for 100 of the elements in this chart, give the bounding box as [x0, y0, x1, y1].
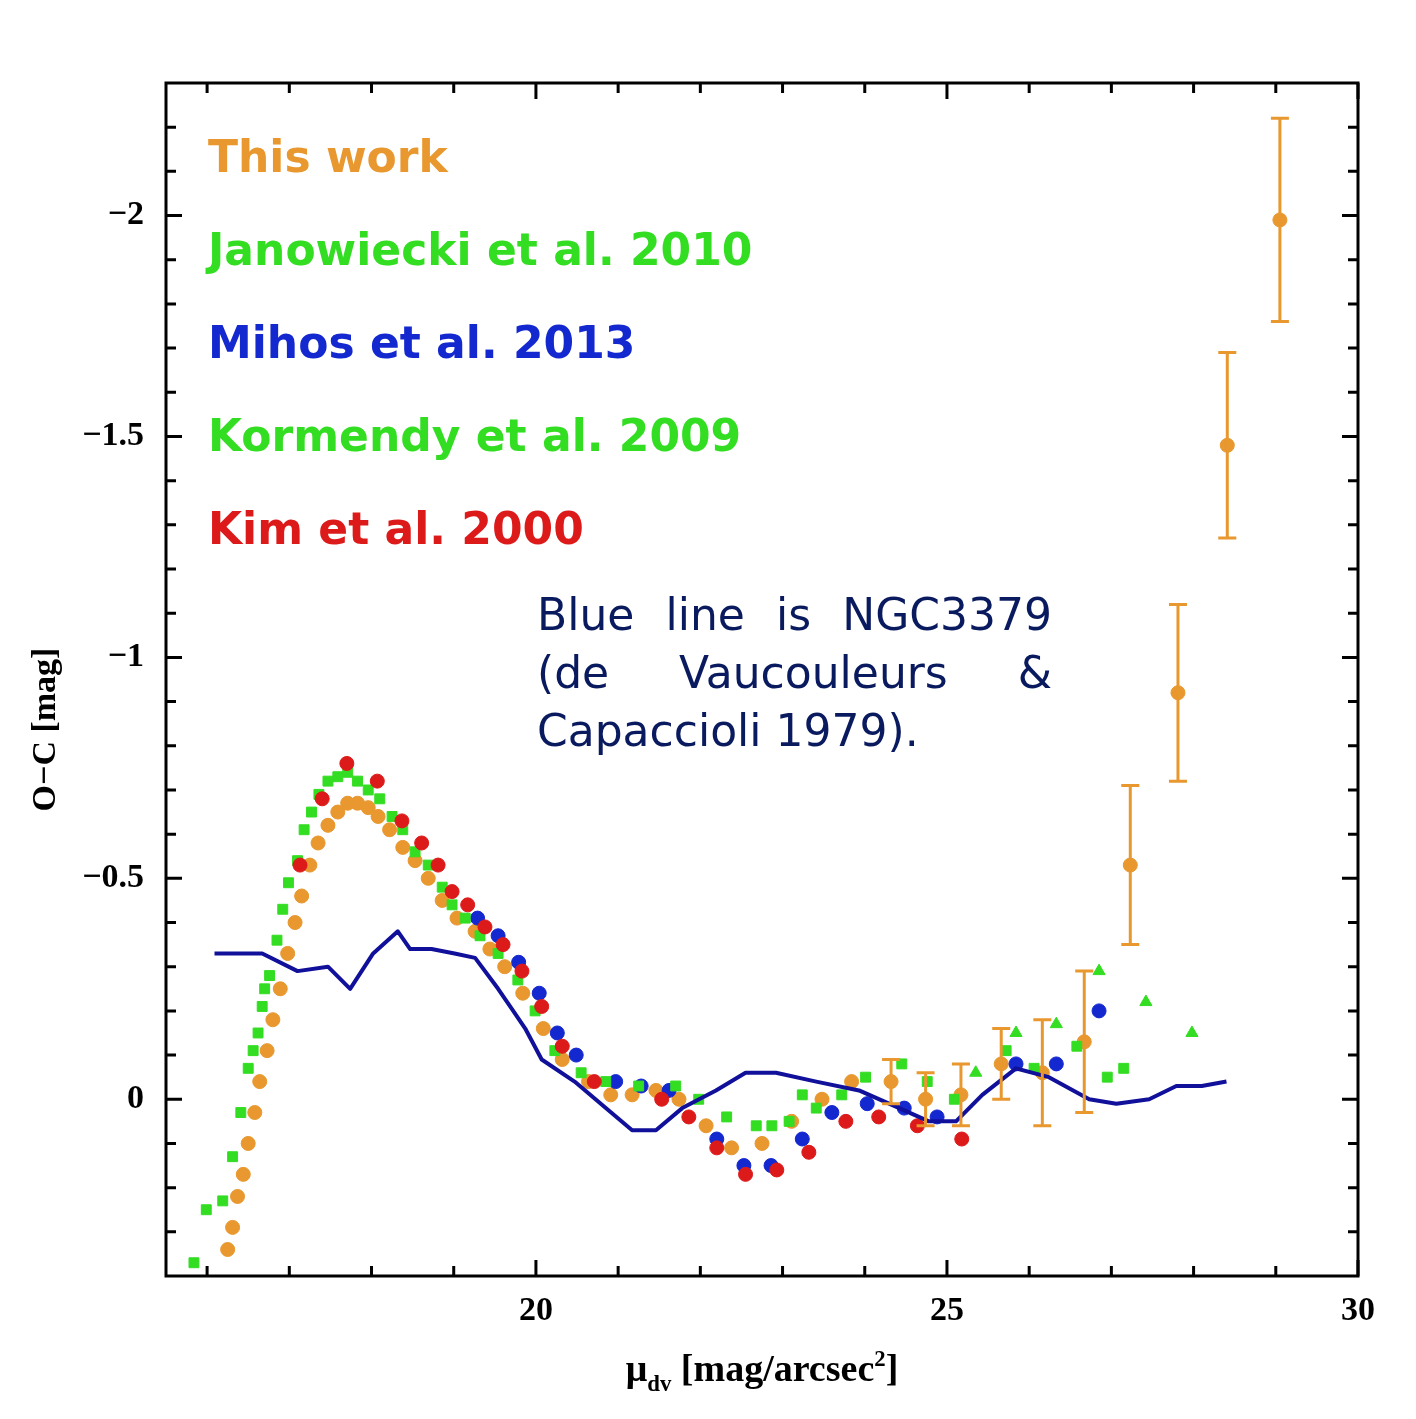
- point: [430, 857, 446, 873]
- point: [1049, 1016, 1063, 1029]
- point: [252, 1074, 268, 1090]
- point: [395, 839, 411, 855]
- annotation: Blue line is NGC3379 (de Vaucouleurs & Capaccioli 1979).: [537, 588, 1052, 758]
- point: [320, 817, 336, 833]
- point: [314, 791, 330, 807]
- point: [369, 773, 385, 789]
- point: [280, 945, 296, 961]
- point: [554, 1051, 570, 1067]
- point: [310, 835, 326, 851]
- point: [414, 835, 430, 851]
- point: [838, 1113, 854, 1129]
- point: [394, 813, 410, 829]
- point: [322, 775, 334, 787]
- point: [252, 1027, 264, 1039]
- point: [859, 1096, 875, 1112]
- point: [603, 1087, 619, 1103]
- point: [948, 1093, 960, 1105]
- point: [954, 1131, 970, 1147]
- point: [1048, 1056, 1064, 1072]
- y-tick-label: −0.5: [82, 857, 144, 895]
- point: [217, 1195, 229, 1207]
- point: [374, 793, 386, 805]
- point: [608, 1074, 624, 1090]
- point: [554, 1038, 570, 1054]
- point: [769, 1162, 785, 1178]
- point: [575, 1067, 587, 1079]
- point: [1092, 963, 1106, 976]
- text: Janowiecki et al. 2010: [205, 224, 753, 276]
- point: [724, 1140, 740, 1156]
- point: [1091, 1003, 1107, 1019]
- point: [654, 1091, 670, 1107]
- point: [225, 1219, 241, 1235]
- point: [600, 1076, 612, 1088]
- point: [420, 870, 436, 886]
- point: [497, 959, 513, 975]
- point: [294, 888, 310, 904]
- point: [586, 1074, 602, 1090]
- point: [460, 897, 476, 913]
- point: [200, 1204, 212, 1216]
- point: [446, 899, 458, 911]
- y-tick-label: −2: [107, 194, 144, 232]
- point: [871, 1109, 887, 1125]
- point: [247, 1105, 263, 1121]
- point: [1185, 1025, 1199, 1037]
- point: [306, 806, 317, 818]
- point: [272, 981, 288, 997]
- point: [535, 1021, 551, 1037]
- point: [271, 934, 283, 946]
- point: [220, 1241, 236, 1257]
- point: [1101, 1071, 1113, 1083]
- x-tick-label: 25: [929, 1289, 964, 1327]
- point: [860, 1071, 872, 1083]
- point: [1009, 1025, 1023, 1037]
- point: [794, 1131, 810, 1147]
- point: [681, 1109, 697, 1125]
- point: [836, 1089, 848, 1101]
- point: [444, 884, 460, 900]
- point: [738, 1166, 754, 1182]
- point: [459, 912, 471, 924]
- point: [240, 1135, 256, 1151]
- point: [298, 824, 310, 836]
- point: [370, 808, 386, 824]
- text: Kormendy et al. 2009: [208, 410, 742, 462]
- point: [230, 1188, 246, 1204]
- point: [242, 1062, 254, 1074]
- point: [549, 1025, 565, 1041]
- point: [534, 998, 550, 1014]
- point: [750, 1120, 762, 1132]
- point: [495, 937, 511, 953]
- text: This work: [208, 131, 450, 183]
- point: [188, 1257, 200, 1269]
- point: [531, 985, 547, 1001]
- point: [721, 1111, 733, 1123]
- point: [292, 857, 308, 873]
- point: [352, 775, 363, 787]
- y-axis-title: O−C [mag]: [25, 647, 62, 812]
- point: [796, 1089, 808, 1101]
- point: [287, 915, 303, 931]
- point: [515, 985, 531, 1001]
- point: [362, 784, 374, 796]
- point: [477, 919, 493, 935]
- point: [247, 1045, 259, 1057]
- point: [256, 1001, 268, 1012]
- y-tick-label: −1: [107, 636, 144, 674]
- point: [969, 1065, 983, 1077]
- y-tick-label: 0: [127, 1078, 144, 1116]
- point: [259, 983, 271, 995]
- point: [783, 1115, 795, 1127]
- point: [670, 1080, 682, 1092]
- point: [1118, 1062, 1130, 1074]
- point: [264, 970, 276, 981]
- point: [227, 1151, 239, 1163]
- point: [330, 804, 346, 820]
- point: [698, 1118, 714, 1134]
- point: [265, 1012, 281, 1028]
- text: Mihos et al. 2013: [208, 317, 636, 369]
- point: [283, 877, 294, 889]
- point: [896, 1058, 908, 1070]
